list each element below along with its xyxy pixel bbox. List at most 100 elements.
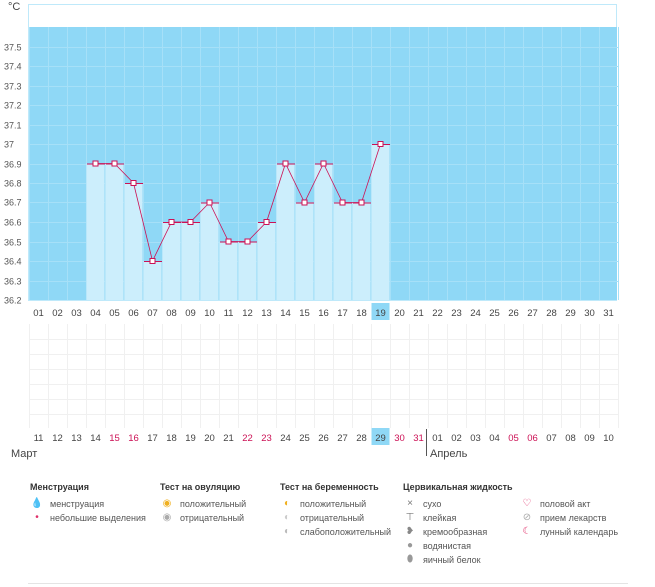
cycle-day-label[interactable]: 02 <box>52 308 63 319</box>
temp-point[interactable] <box>187 219 194 225</box>
temp-point[interactable] <box>377 141 384 147</box>
date-label[interactable]: 05 <box>508 433 519 444</box>
temp-point[interactable] <box>339 199 346 206</box>
temp-point[interactable] <box>282 160 289 167</box>
date-label[interactable]: 15 <box>109 433 120 444</box>
cycle-day-label[interactable]: 21 <box>413 308 424 319</box>
date-label[interactable]: 23 <box>261 433 272 444</box>
date-label[interactable]: 12 <box>52 433 63 444</box>
cycle-day-label[interactable]: 31 <box>603 308 614 319</box>
cycle-day-label[interactable]: 28 <box>546 308 557 319</box>
cycle-day-label[interactable]: 16 <box>318 308 329 319</box>
temp-bar <box>333 202 352 300</box>
date-label[interactable]: 28 <box>356 433 367 444</box>
temp-point[interactable] <box>301 199 308 206</box>
cycle-day-label[interactable]: 25 <box>489 308 500 319</box>
cycle-day-label[interactable]: 22 <box>432 308 443 319</box>
date-label[interactable]: 17 <box>147 433 158 444</box>
cycle-day-label[interactable]: 17 <box>337 308 348 319</box>
date-label[interactable]: 01 <box>432 433 443 444</box>
cycle-day-label[interactable]: 18 <box>356 308 367 319</box>
legend-item: ◐ положительный <box>280 497 391 511</box>
cycle-day-label[interactable]: 13 <box>261 308 272 319</box>
notes-grid <box>29 324 619 428</box>
cycle-day-label[interactable]: 27 <box>527 308 538 319</box>
legend-item-label: прием лекарств <box>540 513 607 523</box>
cycle-day-label[interactable]: 05 <box>109 308 120 319</box>
temp-bar <box>371 144 390 300</box>
date-label[interactable]: 09 <box>584 433 595 444</box>
date-label[interactable]: 06 <box>527 433 538 444</box>
date-label[interactable]: 22 <box>242 433 253 444</box>
date-label[interactable]: 27 <box>337 433 348 444</box>
date-label[interactable]: 19 <box>185 433 196 444</box>
y-tick-label: 37.3 <box>4 82 22 92</box>
date-label[interactable]: 08 <box>565 433 576 444</box>
date-label[interactable]: 24 <box>280 433 291 444</box>
legend-item: ● водянистая <box>403 539 513 553</box>
date-label[interactable]: 29 <box>375 433 386 444</box>
legend-item: ♡ половой акт <box>520 497 618 511</box>
dry-icon: × <box>407 498 413 509</box>
cycle-day-label[interactable]: 08 <box>166 308 177 319</box>
legend-group-title: Менструация <box>30 482 89 492</box>
temp-bar <box>257 222 276 300</box>
date-label[interactable]: 31 <box>413 433 424 444</box>
date-label[interactable]: 10 <box>603 433 614 444</box>
temp-point[interactable] <box>149 258 156 264</box>
legend-item-label: отрицательный <box>300 513 365 523</box>
temp-point[interactable] <box>244 238 251 245</box>
temp-point[interactable] <box>92 160 99 167</box>
date-label[interactable]: 04 <box>489 433 500 444</box>
cycle-day-label[interactable]: 10 <box>204 308 215 319</box>
date-label[interactable]: 13 <box>71 433 82 444</box>
legend-item: ☾ лунный календарь <box>520 525 619 539</box>
temp-point[interactable] <box>358 199 365 206</box>
temp-point[interactable] <box>206 199 213 206</box>
cycle-day-label[interactable]: 29 <box>565 308 576 319</box>
cycle-day-label[interactable]: 20 <box>394 308 405 319</box>
cycle-day-label[interactable]: 03 <box>71 308 82 319</box>
date-label[interactable]: 03 <box>470 433 481 444</box>
temp-point[interactable] <box>263 219 270 225</box>
date-label[interactable]: 16 <box>128 433 139 444</box>
cycle-day-label[interactable]: 11 <box>224 308 234 319</box>
date-label[interactable]: 18 <box>166 433 177 444</box>
date-label[interactable]: 02 <box>451 433 462 444</box>
divider <box>28 583 628 584</box>
cycle-day-label[interactable]: 06 <box>128 308 139 319</box>
date-label[interactable]: 20 <box>204 433 215 444</box>
cycle-day-highlight <box>371 303 390 320</box>
temp-point[interactable] <box>111 160 118 167</box>
date-label[interactable]: 07 <box>546 433 557 444</box>
cycle-day-label[interactable]: 01 <box>33 308 44 319</box>
cycle-day-label[interactable]: 30 <box>584 308 595 319</box>
cycle-day-label[interactable]: 09 <box>185 308 196 319</box>
date-label[interactable]: 11 <box>34 433 44 444</box>
cycle-day-label[interactable]: 23 <box>451 308 462 319</box>
month-label-april: Апрель <box>430 448 468 460</box>
temp-point[interactable] <box>225 238 232 245</box>
legend-item: ◐ слабоположительный <box>280 525 391 539</box>
cycle-day-label[interactable]: 12 <box>242 308 253 319</box>
pregnancy-negative-icon: ◐ <box>283 512 291 523</box>
cycle-day-label[interactable]: 19 <box>375 308 386 319</box>
temp-bar <box>181 222 200 300</box>
temp-point[interactable] <box>320 160 327 167</box>
cycle-day-label[interactable]: 26 <box>508 308 519 319</box>
cycle-day-label[interactable]: 15 <box>299 308 310 319</box>
cycle-day-label[interactable]: 04 <box>90 308 101 319</box>
date-label[interactable]: 14 <box>90 433 101 444</box>
y-tick-label: 36.8 <box>4 179 22 189</box>
temp-point[interactable] <box>168 219 175 225</box>
date-label[interactable]: 26 <box>318 433 329 444</box>
legend-item-label: кремообразная <box>423 527 488 537</box>
cycle-day-label[interactable]: 14 <box>280 308 291 319</box>
temp-point[interactable] <box>130 180 137 186</box>
legend-item: 💧 менструация <box>30 497 146 511</box>
cycle-day-label[interactable]: 24 <box>470 308 481 319</box>
cycle-day-label[interactable]: 07 <box>147 308 158 319</box>
date-label[interactable]: 21 <box>223 433 234 444</box>
date-label[interactable]: 30 <box>394 433 405 444</box>
date-label[interactable]: 25 <box>299 433 310 444</box>
